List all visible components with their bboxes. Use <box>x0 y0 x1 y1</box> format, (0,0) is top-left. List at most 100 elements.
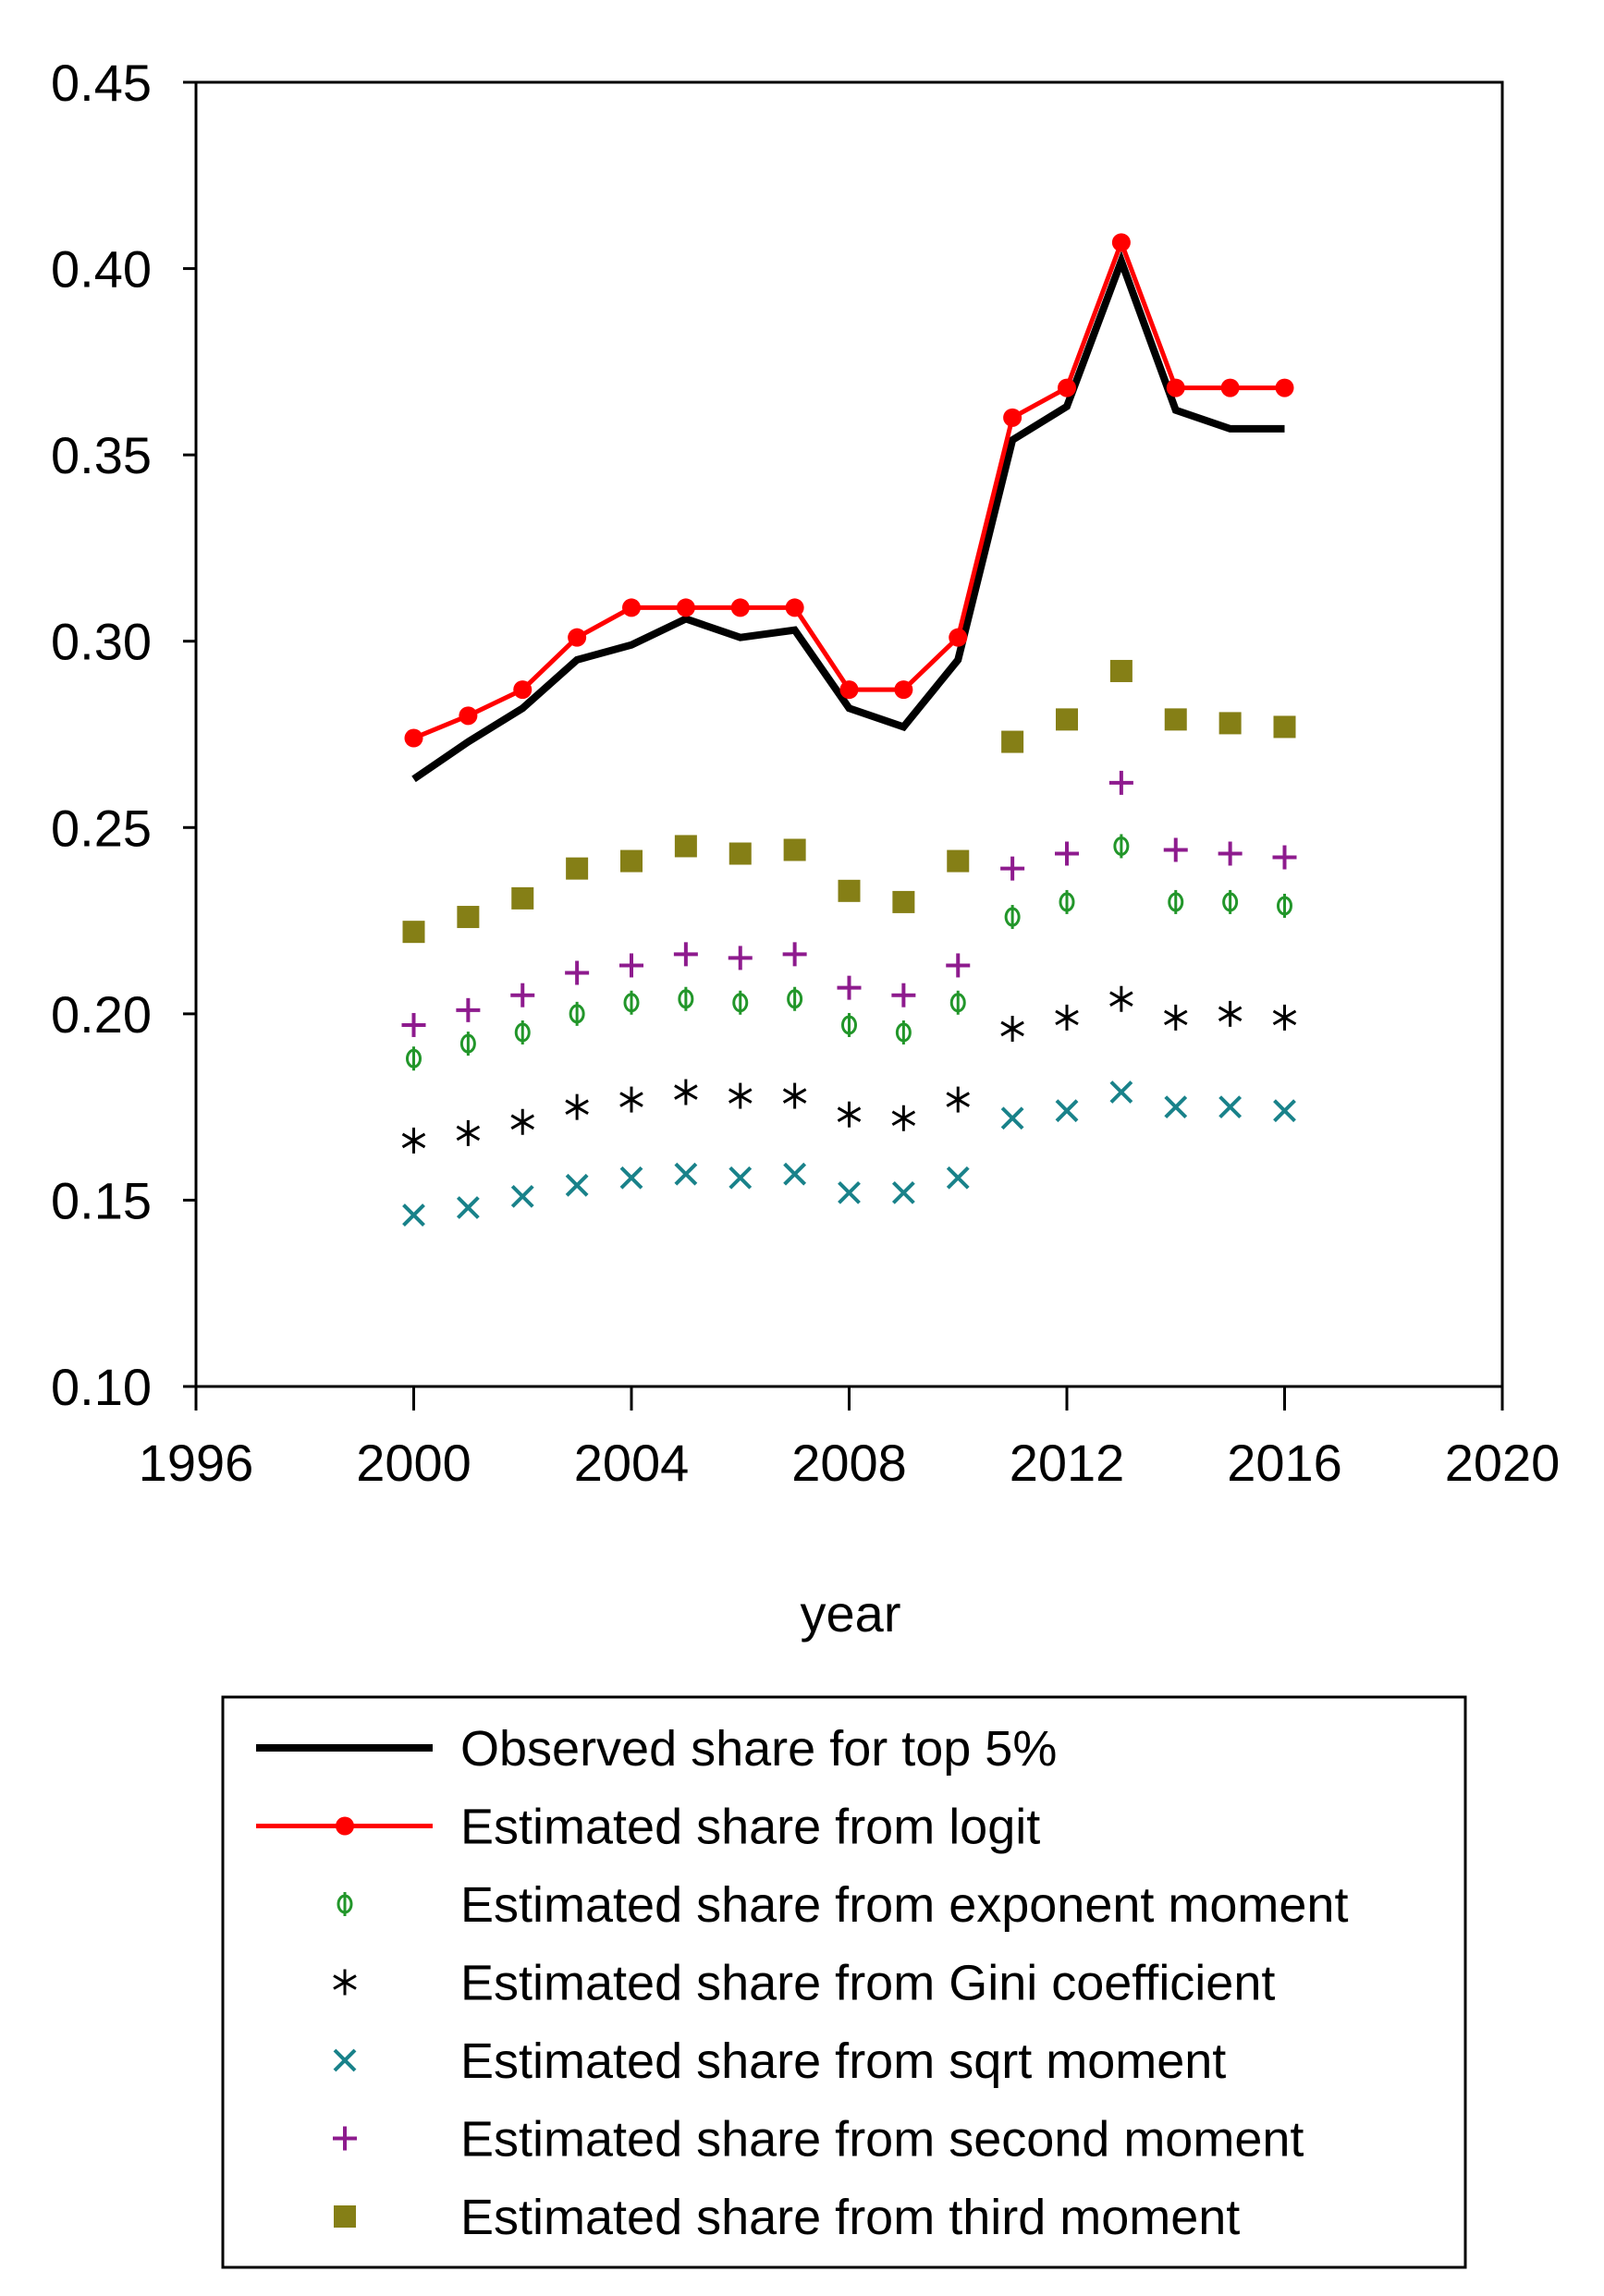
data-point <box>837 1101 862 1128</box>
data-point <box>1218 712 1242 735</box>
data-point <box>457 906 480 929</box>
data-point <box>787 986 803 1011</box>
data-point <box>895 1020 912 1045</box>
data-point <box>946 1166 970 1190</box>
legend-item: Estimated share from sqrt moment <box>333 2033 1226 2089</box>
data-point <box>569 1001 585 1026</box>
legend-item: Estimated share from second moment <box>333 2112 1304 2168</box>
data-point <box>622 598 641 617</box>
data-point <box>1056 708 1078 731</box>
data-point <box>1222 889 1239 914</box>
data-point <box>1272 845 1297 870</box>
y-tick-label: 0.15 <box>51 1171 152 1229</box>
legend-swatch-marker <box>333 2126 357 2151</box>
data-point <box>949 990 966 1015</box>
data-point <box>1109 1081 1133 1104</box>
data-point <box>1004 905 1021 930</box>
data-point <box>1113 834 1130 859</box>
data-point <box>783 1162 807 1186</box>
data-point <box>782 942 807 967</box>
legend-item: Estimated share from Gini coefficient <box>333 1956 1275 2011</box>
data-point <box>459 706 478 726</box>
data-point <box>1275 378 1294 397</box>
data-point <box>1000 1015 1024 1042</box>
data-point <box>459 1032 476 1056</box>
legend-swatch-marker <box>337 1892 353 1916</box>
x-tick-label: 2020 <box>1445 1434 1561 1492</box>
data-point <box>728 946 753 971</box>
data-point <box>782 1082 807 1109</box>
data-point <box>1000 856 1025 881</box>
data-point <box>401 1127 426 1154</box>
data-point <box>729 842 752 865</box>
data-point <box>946 953 971 978</box>
x-tick-label: 2000 <box>356 1434 471 1492</box>
data-point <box>1111 233 1131 252</box>
data-point <box>404 728 423 748</box>
y-tick-label: 0.40 <box>51 240 152 299</box>
legend-label: Estimated share from second moment <box>460 2112 1304 2168</box>
data-point <box>619 1166 643 1190</box>
x-tick-label: 2008 <box>791 1434 907 1492</box>
legend: Observed share for top 5% Estimated share… <box>221 1695 1467 2269</box>
data-point <box>510 1108 535 1135</box>
series-line <box>412 236 1285 740</box>
data-point <box>1273 715 1296 739</box>
series-layer <box>401 233 1297 1227</box>
data-point <box>402 921 425 944</box>
data-point <box>620 849 643 873</box>
data-point <box>838 879 861 902</box>
y-tick-label: 0.35 <box>51 426 152 484</box>
data-point <box>1168 889 1184 914</box>
series-1 <box>404 233 1294 748</box>
data-point <box>839 680 859 700</box>
series-2 <box>406 834 1292 1071</box>
y-tick-label: 0.45 <box>51 54 152 112</box>
series-4 <box>402 1081 1296 1227</box>
data-point <box>619 1086 643 1113</box>
data-point <box>1218 1000 1243 1027</box>
legend-label: Estimated share from sqrt moment <box>460 2033 1226 2089</box>
data-point <box>1218 841 1243 866</box>
data-point <box>894 680 913 700</box>
data-point <box>891 1105 916 1131</box>
legend-item: Estimated share from exponent moment <box>337 1877 1348 1933</box>
axes: 0.10 0.15 0.20 0.25 0.30 0.35 0.40 0.45 1996 2000… <box>51 54 1560 1492</box>
data-point <box>838 1180 861 1204</box>
data-point <box>732 990 749 1015</box>
data-point <box>1166 378 1185 397</box>
series-0 <box>411 250 1285 783</box>
data-point <box>947 849 970 873</box>
y-tick-label: 0.30 <box>51 613 152 671</box>
legend-swatch-marker <box>336 1816 354 1836</box>
data-point <box>1273 1099 1296 1123</box>
data-point <box>565 1173 589 1197</box>
data-point <box>565 1093 589 1120</box>
data-point <box>1059 889 1075 914</box>
data-point <box>1164 708 1187 731</box>
data-point <box>841 1012 857 1037</box>
series-5 <box>401 770 1297 1037</box>
data-point <box>676 598 695 617</box>
data-point <box>1164 1095 1188 1119</box>
data-point <box>1000 1106 1024 1130</box>
data-point <box>949 628 968 647</box>
legend-item: Observed share for top 5% <box>256 1721 1057 1777</box>
data-point <box>456 1119 481 1146</box>
x-tick-label: 2012 <box>1010 1434 1125 1492</box>
y-tick-label: 0.20 <box>51 985 152 1044</box>
data-point <box>1055 841 1079 866</box>
x-axis-label: year <box>801 1584 901 1643</box>
data-point <box>891 983 916 1008</box>
data-point <box>946 1086 971 1113</box>
legend-label: Estimated share from exponent moment <box>460 1877 1348 1933</box>
legend-swatch-marker <box>333 2048 357 2072</box>
data-point <box>1272 1004 1297 1031</box>
data-point <box>673 942 698 967</box>
data-point <box>568 628 587 647</box>
data-point <box>1109 985 1133 1012</box>
x-tick-label: 2016 <box>1227 1434 1342 1492</box>
y-tick-label: 0.25 <box>51 799 152 857</box>
data-point <box>1108 770 1133 795</box>
